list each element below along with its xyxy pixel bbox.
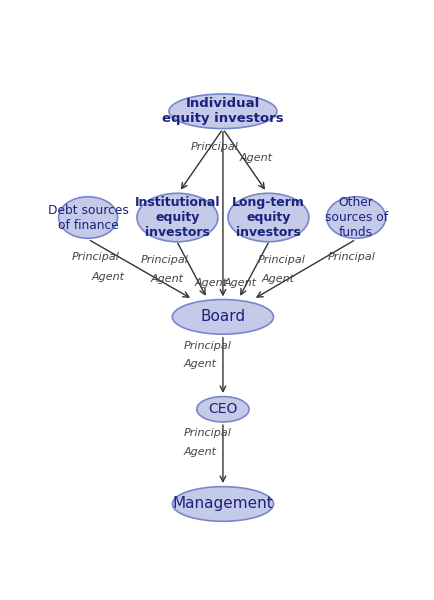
Ellipse shape [196,397,249,422]
Text: Long-term
equity
investors: Long-term equity investors [231,196,304,239]
Text: Agent: Agent [150,274,183,284]
Text: Agent: Agent [224,278,256,287]
Text: Principal: Principal [184,341,231,352]
Ellipse shape [59,197,117,238]
Text: Agent: Agent [91,272,124,282]
Ellipse shape [137,193,217,242]
Ellipse shape [326,197,385,238]
Text: Principal: Principal [191,142,238,152]
Text: Agent: Agent [261,274,294,284]
Text: Institutional
equity
investors: Institutional equity investors [135,196,220,239]
Ellipse shape [172,299,273,334]
Text: Principal: Principal [184,428,231,438]
Ellipse shape [172,487,273,521]
Text: Agent: Agent [184,447,216,457]
Text: Agent: Agent [184,359,216,369]
Text: Principal: Principal [327,252,375,262]
Text: Agent: Agent [239,154,272,163]
Text: Principal: Principal [257,256,305,265]
Text: Other
sources of
funds: Other sources of funds [324,196,387,239]
Text: Principal: Principal [72,252,119,262]
Text: Debt sources
of finance: Debt sources of finance [48,203,128,232]
Text: Individual
equity investors: Individual equity investors [162,97,283,125]
Text: CEO: CEO [208,402,237,416]
Text: Board: Board [200,310,245,325]
Ellipse shape [168,94,276,128]
Text: Principal: Principal [140,256,188,265]
Ellipse shape [227,193,308,242]
Text: Management: Management [172,496,273,511]
Text: Agent: Agent [194,278,227,287]
